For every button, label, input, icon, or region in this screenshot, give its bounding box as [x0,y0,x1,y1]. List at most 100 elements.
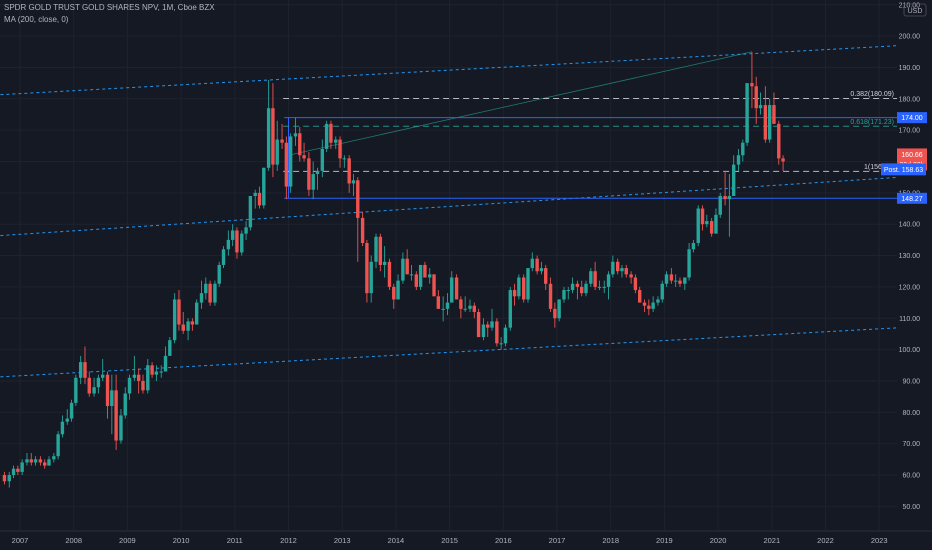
price-tick-label: 130.00 [899,253,921,260]
candle-body [33,459,38,463]
candle-body [758,105,763,109]
candle-body [656,299,660,303]
currency-label: USD [908,8,923,15]
candle-body [481,324,486,338]
candle-body [43,462,47,466]
candle-body [199,293,204,303]
candle-body [651,302,655,309]
legend-title: SPDR GOLD TRUST GOLD SHARES NPV, 1M, Cbo… [4,3,215,12]
candle-body [741,142,745,156]
candle-body [777,123,781,159]
candle-body [298,133,302,156]
candle-body [495,321,499,344]
candle-body [329,123,333,143]
candle-body [723,195,727,200]
time-tick-label: 2018 [602,536,619,545]
candle-body [517,277,521,297]
candle-body [65,418,69,422]
candle-body [522,277,526,300]
time-tick-label: 2008 [65,536,82,545]
candle-body [221,249,226,265]
candle-body [347,158,351,184]
candle-body [589,271,593,284]
candle-body [2,475,7,482]
candle-body [683,277,687,284]
candle-body [311,174,315,190]
candle-body [602,286,606,288]
candle-body [208,283,212,303]
candle-body [177,299,181,325]
candle-body [114,390,118,441]
candle-body [186,321,190,331]
candle-body [486,324,490,328]
candle-body [11,468,16,475]
time-axis-bg [0,531,932,550]
candle-body [378,236,383,265]
price-tag-text: Post. 158.63 [884,167,923,174]
candle-body [83,362,87,378]
candle-body [16,468,20,472]
candle-body [194,302,199,325]
candle-body [127,377,132,394]
time-tick-label: 2015 [441,536,458,545]
price-tick-label: 140.00 [899,222,921,229]
candle-body [119,415,123,441]
price-tag-bg [881,163,926,176]
candle-body [365,243,369,294]
candle-body [244,227,248,234]
candle-body [382,261,387,265]
candle-body [781,158,785,162]
time-tick-label: 2019 [656,536,673,545]
candle-body [611,261,615,275]
candle-body [642,302,647,306]
candle-body [418,264,423,287]
candle-body [351,180,356,184]
candle-body [445,302,450,309]
currency-badge [903,3,927,17]
candle-body [754,86,758,109]
candle-body [772,105,776,124]
candle-body [342,158,347,160]
candle-body [615,261,620,272]
price-tick-label: 180.00 [899,96,921,103]
candle-body [709,221,714,234]
candle-body [454,277,459,300]
price-tag-text: 160.66 [901,152,923,159]
candle-body [503,327,508,344]
candle-body [356,180,360,218]
candle-body [280,139,284,143]
fib-label: 0.618(171.23) [850,119,894,126]
candle-body [266,108,271,168]
fib-label: 1(156.87) [864,164,894,171]
candle-body [432,274,436,297]
candle-body [530,258,534,269]
time-tick-label: 2011 [227,536,243,545]
candle-body [691,243,696,250]
candle-body [714,214,718,234]
candle-body [669,274,674,281]
candle-body [508,290,512,328]
candle-body [288,136,293,187]
candle-body [687,249,691,278]
candle-body [154,371,159,375]
candle-body [745,83,749,143]
price-tick-label: 200.00 [899,34,921,41]
candle-body [544,268,548,284]
level-lines: 0.382(180.09) 0.618(171.23) 1(156.87) [283,91,897,199]
price-tick-label: 90.00 [902,378,920,385]
candle-body [678,280,682,284]
time-tick-label: 2023 [871,536,888,545]
level-tag-bg [897,112,927,124]
candle-body [110,390,114,407]
candle-body [230,230,235,240]
level-tag-label: 174.00 [901,115,923,122]
candle-body [409,274,414,276]
candle-body [490,321,494,328]
price-tick-label: 50.00 [902,504,920,511]
candle-body [499,343,503,345]
candle-body [624,268,628,275]
